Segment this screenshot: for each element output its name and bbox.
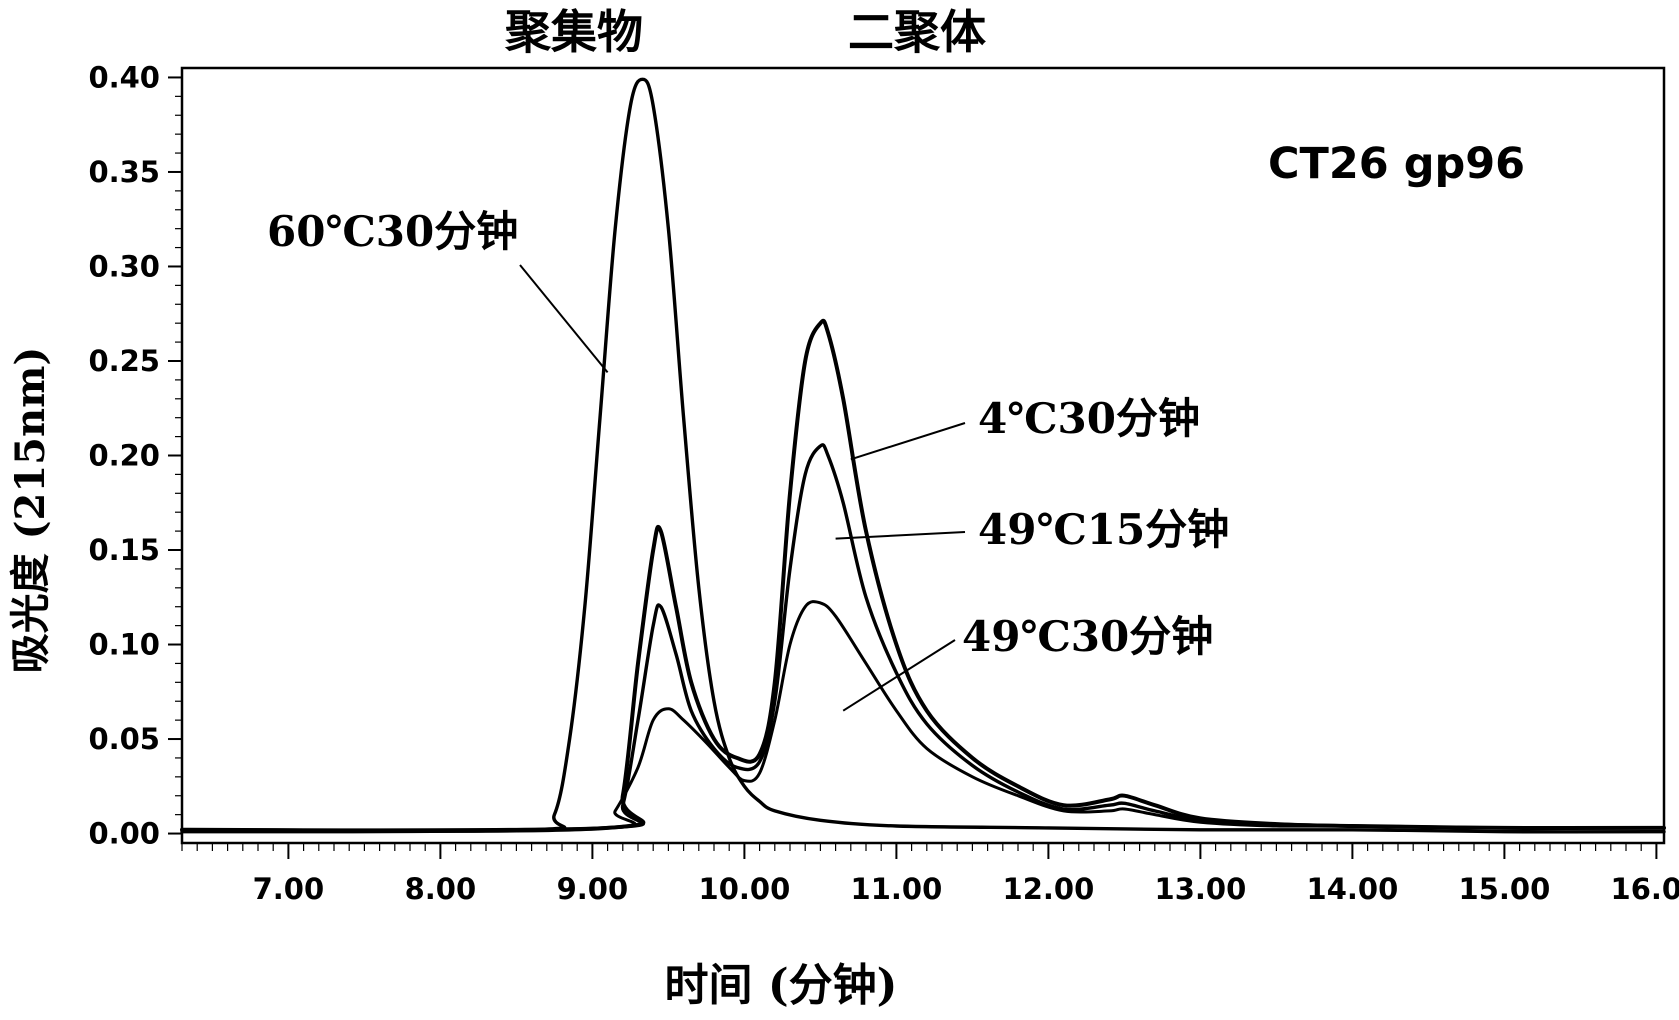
x-tick-label: 15.00: [1459, 872, 1551, 906]
x-tick-label: 16.00: [1611, 872, 1679, 906]
x-tick-label: 7.00: [253, 872, 325, 906]
leader-line-2: [836, 532, 965, 539]
leader-line-0: [520, 265, 608, 372]
y-tick-label: 0.10: [88, 628, 160, 662]
sample-annotation: CT26 gp96: [1268, 139, 1525, 189]
y-tick-label: 0.25: [88, 344, 160, 378]
y-tick-label: 0.05: [88, 722, 160, 756]
y-tick-label: 0.15: [88, 533, 160, 567]
series-line-2: [182, 445, 1664, 830]
top-label-dimer: 二聚体: [848, 5, 986, 59]
y-tick-label: 0.20: [88, 439, 160, 473]
x-tick-label: 10.00: [699, 872, 791, 906]
x-tick-label: 12.00: [1003, 872, 1095, 906]
series-label-49c-15min: 49℃15分钟: [978, 505, 1229, 554]
leader-line-1: [851, 423, 965, 459]
x-tick-label: 9.00: [557, 872, 629, 906]
x-tick-label: 11.00: [851, 872, 943, 906]
y-tick-label: 0.35: [88, 155, 160, 189]
top-label-aggregate: 聚集物: [504, 5, 643, 59]
series-line-1: [182, 321, 1664, 831]
series-label-49c-30min: 49℃30分钟: [962, 612, 1213, 661]
y-tick-label: 0.00: [88, 817, 160, 851]
y-tick-label: 0.40: [88, 60, 160, 94]
series-label-60c-30min: 60℃30分钟: [267, 207, 518, 256]
x-tick-label: 8.00: [405, 872, 477, 906]
y-tick-label: 0.30: [88, 249, 160, 283]
x-tick-label: 14.00: [1307, 872, 1399, 906]
y-axis-title: 吸光度 (215nm): [7, 347, 54, 674]
series-label-4c-30min: 4℃30分钟: [978, 394, 1200, 443]
x-axis-title: 时间 (分钟): [665, 960, 898, 1011]
x-tick-label: 13.00: [1155, 872, 1247, 906]
series-line-3: [182, 602, 1664, 830]
